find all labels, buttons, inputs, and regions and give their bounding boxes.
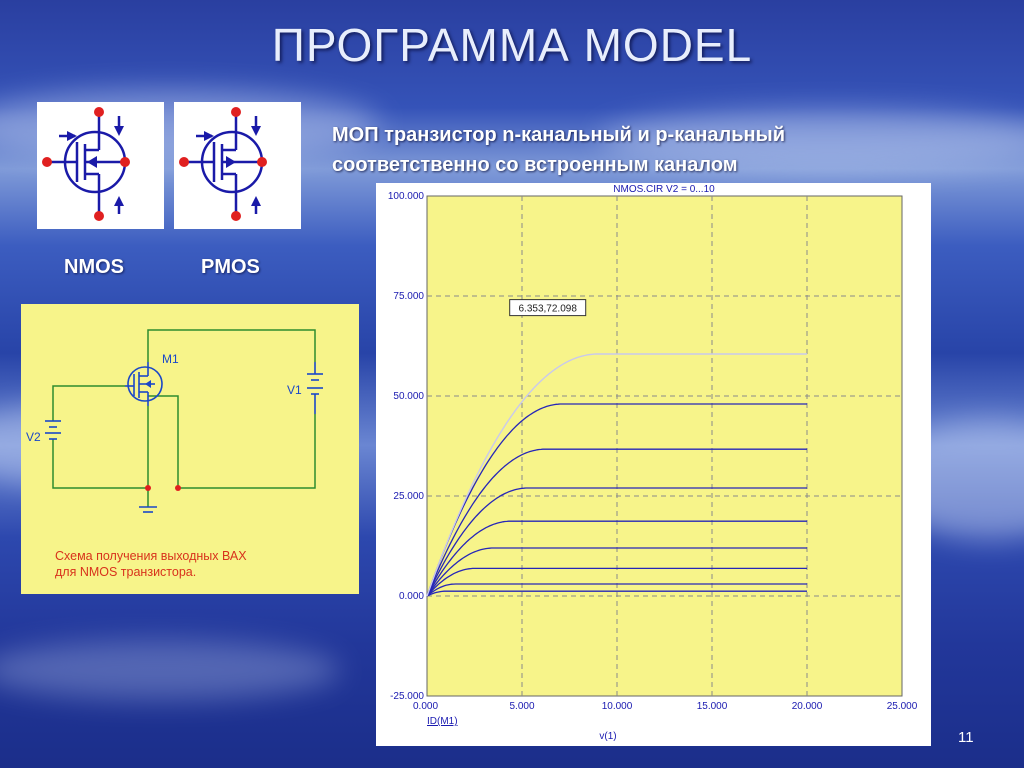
y-tick-label: 100.000: [388, 191, 425, 202]
nmos-transistor-icon: [42, 107, 130, 221]
y-tick-label: 0.000: [399, 591, 424, 602]
characteristic-curve: [426, 448, 807, 597]
x-tick-label: 15.000: [697, 701, 728, 712]
caption-line-1: Схема получения выходных ВАХ: [55, 549, 247, 563]
background-cloud: [600, 110, 1024, 170]
x-tick-label: 0.000: [413, 701, 438, 712]
page-number: 11: [958, 729, 974, 746]
x-tick-label: 10.000: [602, 701, 633, 712]
pmos-transistor-icon: [179, 107, 267, 221]
characteristic-curve: [426, 547, 807, 597]
y-tick-label: -25.000: [390, 691, 424, 702]
nmos-label: NMOS: [64, 256, 124, 278]
nmos-symbol-image: [37, 102, 164, 229]
y-tick-label: 75.000: [393, 291, 424, 302]
characteristic-curve: [426, 353, 807, 597]
slide-title: ПРОГРАММА MODEL: [271, 19, 753, 71]
characteristic-curve: [426, 403, 807, 597]
schematic-caption: Схема получения выходных ВАХ для NMOS тр…: [55, 548, 355, 580]
slide-heading: МОП транзистор n-канальный и р-канальный…: [332, 120, 952, 180]
graph-panel: 100.000 75.000 50.000 25.000 0.000 -25.000 0.…: [376, 183, 931, 746]
background-cloud: [0, 640, 340, 700]
schematic-panel: M1 V1 V2 Схема получения выходных ВАХ дл…: [21, 304, 359, 594]
source-v1-label: V1: [287, 383, 302, 397]
transistor-m1-label: M1: [162, 352, 179, 366]
pmos-symbol-image: [174, 102, 301, 229]
x-tick-label: 20.000: [792, 701, 823, 712]
cursor-readout: 6.353,72.098: [509, 299, 587, 317]
cursor-readout-text: 6.353,72.098: [519, 304, 578, 315]
characteristic-curve: [426, 567, 807, 597]
pmos-label: PMOS: [201, 256, 260, 278]
x-tick-label: 25.000: [887, 701, 918, 712]
characteristic-curve: [426, 487, 807, 597]
x-axis-label: v(1): [599, 731, 616, 742]
y-axis-label: ID(M1): [427, 716, 458, 727]
characteristic-curve: [426, 583, 807, 597]
plot-area: [426, 195, 903, 697]
y-tick-label: 25.000: [393, 491, 424, 502]
source-v2-label: V2: [26, 430, 41, 444]
heading-line-1: МОП транзистор n-канальный и р-канальный: [332, 124, 785, 146]
chart-title: NMOS.CIR V2 = 0...10: [613, 184, 715, 195]
caption-line-2: для NMOS транзистора.: [55, 565, 197, 579]
heading-line-2: соответственно со встроенным каналом: [332, 154, 738, 176]
characteristic-curve: [426, 590, 807, 597]
characteristic-curve: [426, 520, 807, 597]
schematic-diagram: [45, 329, 323, 513]
x-tick-label: 5.000: [509, 701, 534, 712]
y-tick-label: 50.000: [393, 391, 424, 402]
